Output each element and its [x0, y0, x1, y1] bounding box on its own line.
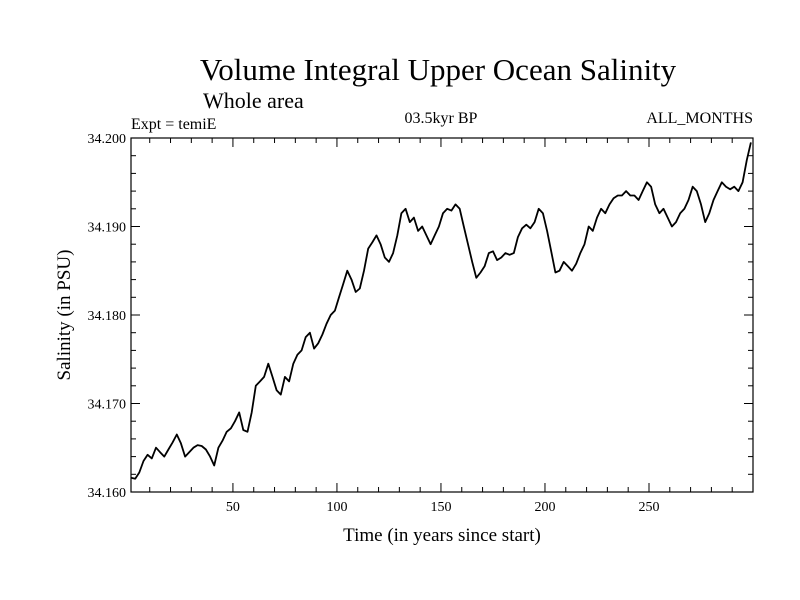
x-tick-label: 250: [638, 500, 659, 515]
x-tick-label: 50: [226, 500, 240, 515]
chart-subtitle: Whole area: [203, 88, 304, 113]
x-tick-label: 150: [430, 500, 451, 515]
period-label: 03.5kyr BP: [405, 110, 478, 127]
y-tick-label: 34.190: [88, 221, 127, 236]
y-tick-label: 34.200: [88, 132, 127, 147]
y-tick-label: 34.180: [88, 309, 127, 324]
axis-tick-labels: 50 100 150 200 250 34.160 34.170 34.180 34.190 34…: [88, 132, 660, 515]
x-axis-label: Time (in years since start): [343, 525, 541, 546]
x-tick-label: 200: [534, 500, 555, 515]
y-tick-label: 34.160: [88, 486, 127, 501]
experiment-label: Expt = temiE: [131, 116, 216, 133]
y-axis-label: Salinity (in PSU): [54, 250, 75, 381]
salinity-series-line: [130, 142, 752, 480]
x-tick-label: 100: [326, 500, 347, 515]
chart-title: Volume Integral Upper Ocean Salinity: [200, 52, 677, 87]
months-label: ALL_MONTHS: [646, 110, 753, 127]
y-tick-label: 34.170: [88, 398, 127, 413]
axis-ticks: [131, 137, 754, 493]
